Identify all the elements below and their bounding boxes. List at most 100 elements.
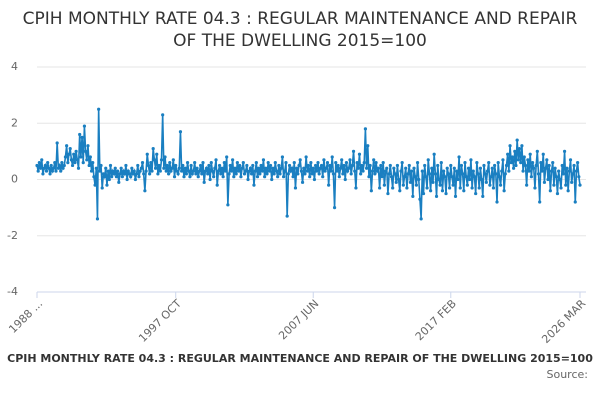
point: [263, 175, 267, 179]
point: [164, 169, 168, 173]
point: [562, 149, 567, 153]
point: [101, 172, 105, 176]
point: [528, 152, 532, 156]
point: [223, 169, 228, 173]
point: [280, 155, 285, 159]
point: [433, 172, 437, 176]
point: [284, 161, 288, 165]
point: [197, 169, 202, 173]
point: [126, 169, 130, 173]
point: [229, 169, 234, 173]
point: [410, 169, 414, 173]
point: [188, 175, 192, 179]
point: [261, 158, 266, 162]
point: [303, 172, 307, 176]
point: [117, 180, 121, 184]
point: [119, 166, 123, 170]
point: [195, 166, 199, 170]
point: [535, 149, 539, 153]
point: [187, 169, 191, 173]
point: [177, 166, 181, 170]
point: [385, 166, 389, 170]
point: [196, 175, 200, 179]
point: [232, 175, 236, 179]
point: [66, 161, 70, 165]
point: [148, 172, 152, 176]
point: [50, 169, 55, 173]
point: [162, 166, 166, 170]
point: [319, 163, 324, 168]
point: [361, 169, 365, 173]
point: [331, 172, 335, 176]
point: [125, 177, 129, 182]
point: [116, 169, 120, 173]
point: [206, 172, 210, 176]
point: [106, 169, 110, 173]
point: [468, 177, 472, 182]
point: [270, 177, 274, 182]
point: [353, 169, 357, 173]
point: [572, 163, 576, 168]
point: [478, 166, 483, 170]
point: [482, 163, 486, 168]
point: [251, 163, 255, 168]
point: [120, 175, 124, 179]
point: [41, 172, 45, 176]
point: [348, 158, 352, 162]
point: [382, 183, 386, 187]
point: [42, 166, 46, 170]
point: [48, 172, 52, 176]
y-tick-label: -4: [7, 285, 18, 298]
point: [222, 161, 226, 165]
point: [393, 172, 397, 176]
point: [144, 169, 148, 173]
point: [151, 146, 155, 151]
point: [483, 172, 487, 176]
point: [514, 163, 518, 168]
point: [458, 186, 462, 190]
point: [380, 175, 384, 179]
point: [252, 183, 256, 187]
point: [394, 180, 398, 184]
point: [362, 161, 366, 165]
point: [130, 166, 134, 170]
point: [328, 163, 332, 168]
point: [171, 158, 175, 162]
point: [539, 161, 543, 165]
point: [465, 183, 469, 187]
point: [74, 149, 78, 153]
point: [545, 158, 549, 162]
point: [308, 175, 312, 179]
point: [375, 169, 379, 173]
point: [565, 166, 569, 170]
point: [388, 163, 392, 168]
point: [134, 172, 139, 176]
point: [508, 144, 512, 148]
point: [235, 161, 239, 165]
point: [451, 183, 455, 187]
point: [423, 163, 427, 168]
point: [355, 161, 359, 165]
point: [427, 172, 432, 176]
point: [332, 206, 337, 210]
point: [239, 175, 243, 179]
point: [532, 166, 536, 170]
point: [485, 169, 490, 173]
point: [309, 161, 313, 165]
point: [264, 166, 268, 170]
point: [570, 180, 574, 184]
x-tick-label: 2026 MAR: [539, 297, 588, 346]
point: [373, 172, 377, 176]
y-tick-label: 2: [11, 116, 18, 129]
point: [63, 155, 68, 159]
point: [503, 172, 507, 176]
point: [56, 166, 60, 170]
point: [191, 169, 196, 173]
point: [170, 166, 174, 170]
x-tick-label: 1988 ...: [6, 297, 45, 336]
point: [102, 175, 107, 179]
point: [194, 172, 198, 176]
point: [279, 166, 283, 170]
point: [489, 175, 493, 179]
